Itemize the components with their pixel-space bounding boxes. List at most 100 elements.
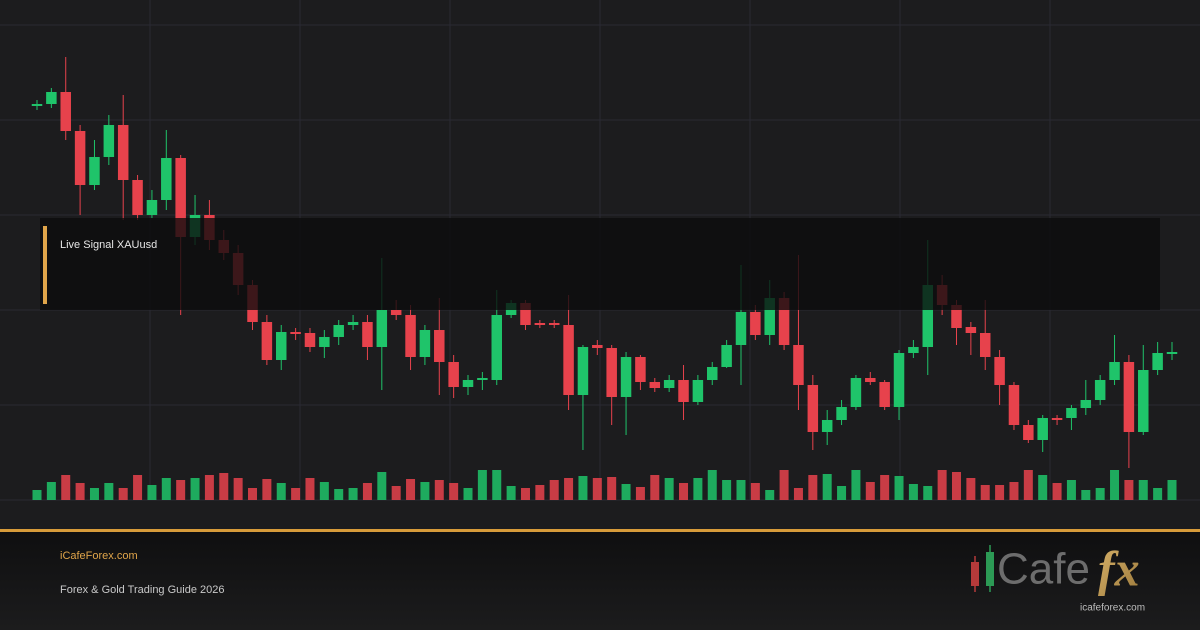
candle-body — [893, 353, 905, 407]
volume-bar — [765, 490, 775, 500]
candle-body — [1037, 418, 1048, 440]
candle-body — [692, 380, 704, 402]
candle-body — [821, 420, 833, 432]
candle-body — [161, 158, 172, 200]
candle-body — [333, 325, 344, 337]
volume-bar — [89, 488, 99, 500]
candle-body — [606, 348, 617, 397]
candle-body — [577, 347, 589, 395]
candle-body — [922, 285, 934, 347]
candle-body — [735, 312, 747, 345]
candle-body — [1109, 362, 1120, 380]
volume-bar — [1138, 480, 1148, 500]
logo-url: icafeforex.com — [1080, 603, 1145, 614]
volume-bar — [291, 488, 301, 500]
candle-body — [1080, 400, 1092, 408]
volume-bar — [61, 475, 71, 500]
candle-body — [146, 200, 158, 215]
candle-body — [520, 303, 531, 325]
logo-word: Cafe — [997, 545, 1090, 594]
volume-bar — [305, 478, 315, 500]
volume-bar — [75, 483, 85, 500]
candle-body — [721, 345, 732, 367]
candle-body — [965, 327, 977, 333]
volume-bar — [1124, 480, 1134, 500]
volume-bar — [549, 480, 559, 500]
volume-bar — [1009, 482, 1019, 500]
volume-bar — [104, 483, 114, 500]
volume-bar — [592, 478, 602, 500]
candle-body — [1166, 352, 1178, 354]
candle-body — [534, 323, 546, 325]
candle-body — [491, 315, 502, 380]
candle-body — [448, 362, 459, 387]
volume-bar — [477, 470, 487, 500]
candle-body — [347, 322, 359, 325]
candle-body — [1023, 425, 1034, 440]
volume-bar — [233, 478, 243, 500]
candle-body — [649, 382, 661, 388]
candle-body — [261, 322, 273, 360]
volume-bar — [750, 483, 760, 500]
candle-body — [275, 332, 287, 360]
candle-body — [31, 104, 43, 106]
candle-body — [908, 347, 919, 353]
candle-body — [132, 180, 143, 215]
candle-body — [304, 333, 316, 347]
logo-accent: fx — [1098, 540, 1140, 596]
volume-bar — [736, 480, 746, 500]
volume-bar — [147, 485, 157, 500]
volume-bar — [607, 477, 617, 500]
footer-site: iCafeForex.com — [60, 550, 138, 562]
candle-body — [620, 357, 632, 397]
candle-body — [707, 367, 718, 380]
volume-bar — [204, 475, 214, 500]
candle-body — [89, 157, 100, 185]
candle-body — [850, 378, 862, 407]
volume-bar — [32, 490, 42, 500]
volume-bar — [793, 488, 803, 500]
volume-bar — [463, 488, 473, 500]
candle-body — [60, 92, 71, 131]
footer-tagline: Forex & Gold Trading Guide 2026 — [60, 584, 224, 596]
logo-icon-candle — [986, 552, 994, 586]
volume-bar — [951, 472, 961, 500]
volume-bar — [535, 485, 545, 500]
volume-bar — [1023, 470, 1033, 500]
signal-overlay — [40, 218, 1160, 310]
volume-bar — [1110, 470, 1120, 500]
volume-bar — [621, 484, 631, 500]
volume-bar — [190, 478, 200, 500]
volume-bar — [808, 475, 818, 500]
volume-bar — [693, 478, 703, 500]
candle-body — [1094, 380, 1106, 400]
candle-body — [1051, 418, 1063, 420]
candle-body — [290, 332, 301, 334]
volume-bar — [406, 479, 416, 500]
candle-body — [750, 312, 761, 335]
candle-body — [879, 382, 890, 407]
overlay-accent — [43, 226, 47, 304]
volume-bar — [880, 475, 890, 500]
volume-bar — [434, 480, 444, 500]
candle-body — [477, 378, 488, 380]
candle-body — [74, 131, 86, 185]
volume-bar — [276, 483, 286, 500]
candle-body — [994, 357, 1005, 385]
volume-bar — [46, 482, 56, 500]
volume-bar — [319, 482, 329, 500]
volume-bar — [391, 486, 401, 500]
candle-body — [807, 385, 819, 432]
candle-body — [319, 337, 330, 347]
volume-bar — [837, 486, 847, 500]
volume-bar — [578, 476, 588, 500]
volume-bar — [722, 480, 732, 500]
volume-bar — [377, 472, 387, 500]
volume-bar — [492, 470, 502, 500]
volume-bar — [1153, 488, 1163, 500]
candle-body — [635, 357, 646, 382]
candle-body — [592, 345, 603, 348]
volume-bar — [923, 486, 933, 500]
